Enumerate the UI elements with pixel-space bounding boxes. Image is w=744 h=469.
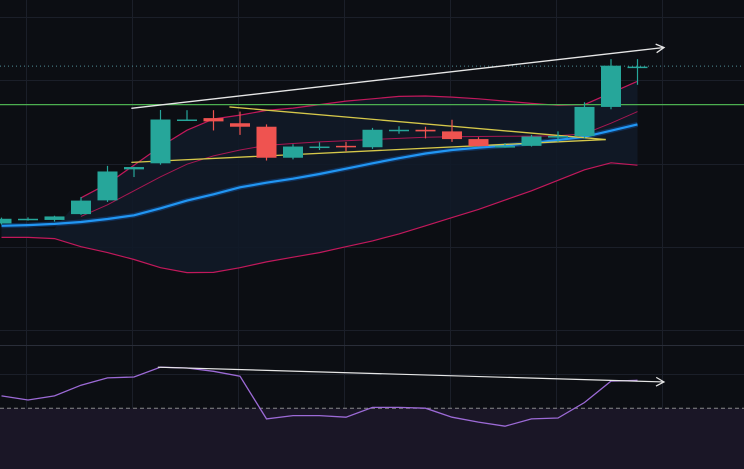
candle-bullish[interactable]: [150, 109, 171, 165]
candle-body: [150, 119, 171, 164]
candle-bullish[interactable]: [548, 131, 568, 142]
candle-bullish[interactable]: [389, 126, 409, 134]
candle-body: [44, 216, 65, 220]
candle-body: [574, 106, 595, 137]
candle-body: [627, 66, 648, 69]
candle-bearish[interactable]: [203, 110, 224, 131]
candle-bullish[interactable]: [362, 127, 383, 149]
rsi-divergence-line[interactable]: [157, 366, 665, 383]
candle-body: [0, 218, 12, 224]
upper-trendline[interactable]: [131, 46, 665, 109]
candle-body: [362, 129, 383, 148]
candle-body: [230, 123, 250, 127]
candle-bullish[interactable]: [309, 142, 330, 151]
bollinger-basis-line[interactable]: [80, 111, 638, 217]
candle-bullish[interactable]: [124, 166, 144, 178]
candle-bullish[interactable]: [0, 217, 12, 225]
candle-body: [415, 129, 436, 132]
candle-body: [177, 119, 197, 122]
candle-body: [283, 146, 303, 158]
candle-body: [124, 167, 144, 170]
candle-bullish[interactable]: [18, 217, 38, 221]
candle-bearish[interactable]: [230, 111, 250, 135]
candle-body: [71, 200, 91, 215]
candle-body: [309, 146, 330, 149]
candle-body: [468, 139, 489, 147]
candle-bearish[interactable]: [442, 119, 462, 142]
candle-bullish[interactable]: [627, 59, 648, 85]
candle-body: [601, 65, 621, 107]
rsi-line[interactable]: [1, 366, 638, 427]
rsi-divergence-arrowhead: [655, 376, 666, 387]
candle-bullish[interactable]: [97, 165, 118, 202]
candle-body: [495, 146, 515, 148]
candle-body: [389, 129, 409, 132]
price-pane[interactable]: [0, 43, 744, 274]
candle-body: [256, 126, 277, 158]
candle-body: [521, 136, 542, 146]
rsi-lower-zone: [0, 408, 744, 469]
rsi-pane[interactable]: [0, 366, 744, 469]
candle-bullish[interactable]: [521, 134, 542, 147]
candle-bullish[interactable]: [601, 59, 621, 110]
candle-bullish[interactable]: [283, 144, 303, 160]
candle-bullish[interactable]: [574, 102, 595, 139]
candle-bearish[interactable]: [256, 124, 277, 161]
candle-bullish[interactable]: [71, 197, 91, 215]
candle-bullish[interactable]: [44, 215, 65, 222]
candle-body: [548, 136, 568, 138]
candle-body: [18, 218, 38, 221]
candle-body: [336, 145, 356, 148]
candle-bearish[interactable]: [468, 137, 489, 147]
candle-body: [203, 118, 224, 122]
bollinger-lower-line[interactable]: [1, 162, 638, 274]
triangle-upper-line[interactable]: [229, 106, 606, 141]
upper-trendline-arrowhead: [655, 43, 666, 54]
candle-bearish[interactable]: [336, 141, 356, 152]
candle-bearish[interactable]: [415, 126, 436, 139]
candle-bullish[interactable]: [495, 143, 515, 148]
candle-body: [97, 171, 118, 201]
candle-body: [442, 131, 462, 140]
candle-bullish[interactable]: [177, 110, 197, 122]
